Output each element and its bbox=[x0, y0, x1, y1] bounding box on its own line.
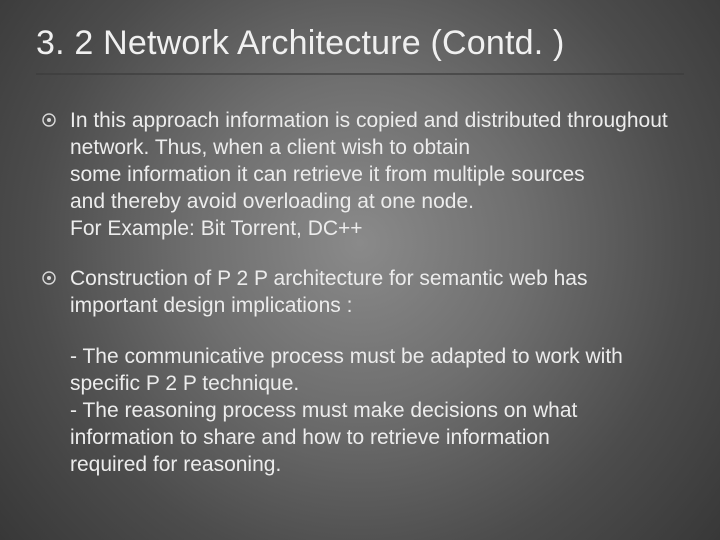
slide-body: In this approach information is copied a… bbox=[42, 108, 678, 479]
slide: 3. 2 Network Architecture (Contd. ) In t… bbox=[0, 0, 720, 540]
bullet-icon bbox=[42, 113, 56, 127]
bullet-item: In this approach information is copied a… bbox=[42, 108, 678, 242]
bullet-text: In this approach information is copied a… bbox=[70, 108, 678, 242]
bullet-text: Construction of P 2 P architecture for s… bbox=[70, 266, 678, 320]
sub-bullet-block: - The communicative process must be adap… bbox=[70, 344, 678, 478]
bullet-icon bbox=[42, 271, 56, 285]
bullet-item: Construction of P 2 P architecture for s… bbox=[42, 266, 678, 320]
slide-title: 3. 2 Network Architecture (Contd. ) bbox=[36, 24, 684, 75]
